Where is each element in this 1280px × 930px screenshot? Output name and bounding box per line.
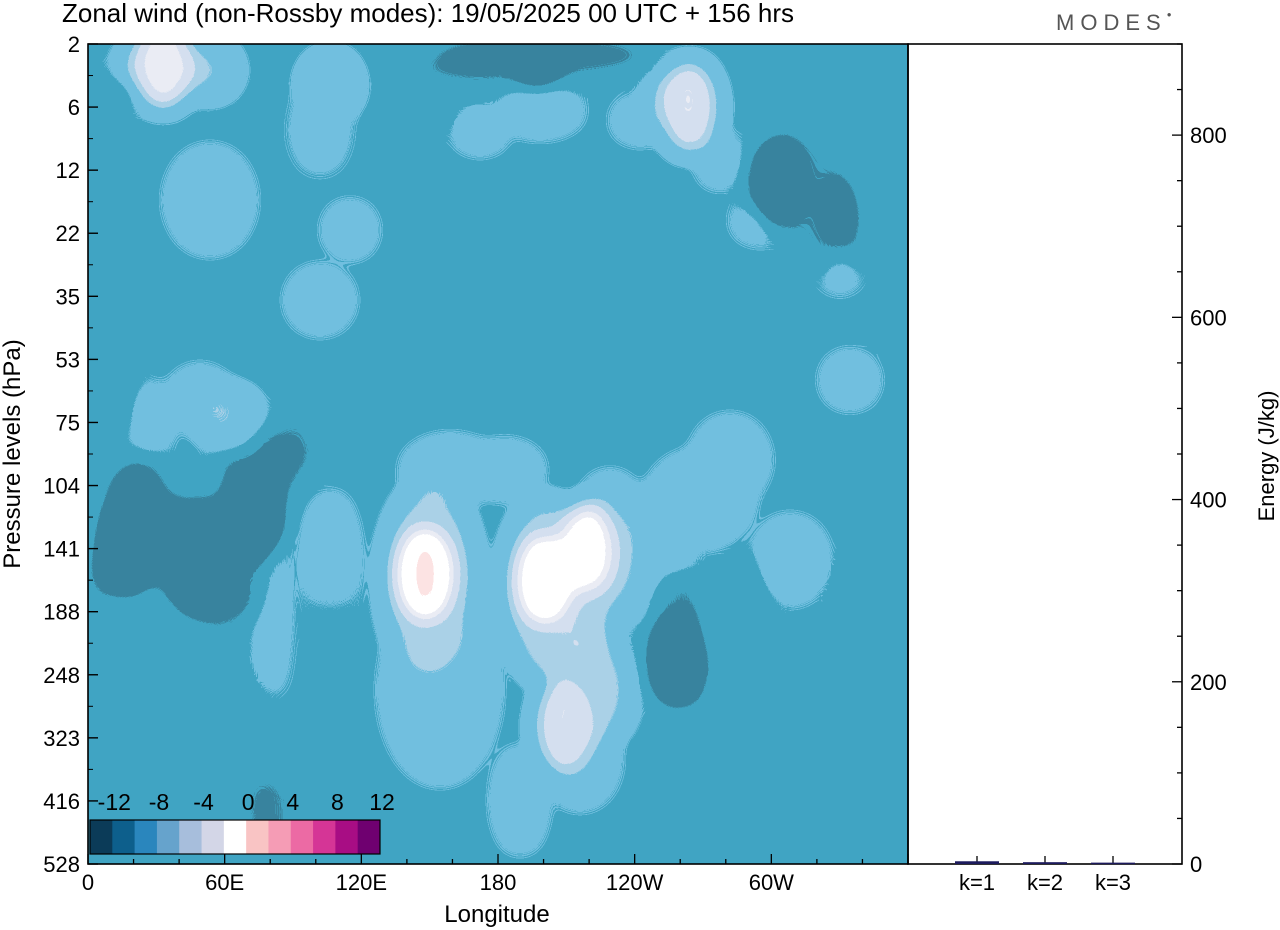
x-axis-label: Longitude — [444, 901, 549, 928]
heatmap-feature — [517, 536, 570, 625]
y-tick-label: 75 — [56, 410, 80, 435]
colorbar-swatch — [290, 820, 314, 854]
colorbar-label: 8 — [331, 789, 344, 815]
energy-axis-label: Energy (J/kg) — [1254, 391, 1279, 522]
colorbar-swatch — [156, 820, 180, 854]
energy-category-label: k=2 — [1027, 870, 1063, 895]
page-title: Zonal wind (non-Rossby modes): 19/05/202… — [62, 0, 794, 28]
energy-chart: 0 200 400 600 800 k=1 k=2 k=3 — [955, 43, 1227, 895]
colorbar-swatch — [246, 820, 269, 854]
heatmap-feature — [649, 618, 702, 707]
colorbar-label: -4 — [193, 789, 214, 815]
energy-tick-label: 800 — [1190, 123, 1227, 148]
heatmap-feature — [228, 473, 281, 562]
y-tick-label: 141 — [43, 537, 80, 562]
colorbar-legend: -12 -8 -4 0 4 8 12 — [89, 789, 395, 855]
heatmap-feature — [178, 517, 231, 606]
heatmap-feature — [100, 504, 153, 593]
colorbar-swatch — [112, 820, 136, 854]
heatmap-feature — [749, 138, 802, 227]
energy-category-label: k=1 — [959, 870, 995, 895]
energy-bar — [955, 861, 999, 864]
y-tick-label: 22 — [56, 221, 80, 246]
y-tick-label: 12 — [56, 158, 80, 183]
x-tick-label: 180 — [480, 870, 517, 895]
y-axis: 2 6 12 22 35 53 75 104 141 188 248 323 416 528 — [43, 32, 98, 877]
colorbar-label: -8 — [149, 789, 169, 815]
x-tick-label: 60E — [205, 870, 244, 895]
y-tick-label: 188 — [43, 600, 80, 625]
y-tick-label: 528 — [43, 852, 80, 877]
colorbar-label: -12 — [98, 789, 131, 815]
y-tick-label: 35 — [56, 284, 80, 309]
x-tick-label: 120W — [606, 870, 664, 895]
colorbar-swatch — [313, 820, 336, 854]
heatmap-feature — [137, 44, 190, 107]
energy-tick-label: 400 — [1190, 488, 1227, 513]
y-tick-label: 248 — [43, 663, 80, 688]
y-tick-label: 6 — [68, 95, 80, 120]
energy-tick-label: 600 — [1190, 305, 1227, 330]
colorbar-swatch — [134, 820, 158, 854]
energy-tick-label: 200 — [1190, 670, 1227, 695]
colorbar-swatch — [268, 820, 292, 854]
x-tick-label: 60W — [749, 870, 794, 895]
y-tick-label: 104 — [43, 474, 80, 499]
heatmap-feature — [663, 63, 716, 152]
colorbar-label: 0 — [242, 789, 255, 815]
colorbar-swatch — [201, 820, 225, 854]
energy-bar — [1091, 862, 1135, 865]
x-tick-label: 120E — [336, 870, 387, 895]
colorbar-swatch — [90, 820, 113, 854]
y-tick-label: 2 — [68, 32, 80, 57]
colorbar-swatch — [335, 820, 359, 854]
colorbar-label: 12 — [369, 789, 395, 815]
x-axis: 0 60E 120E 180 120W 60W — [82, 854, 909, 895]
y-tick-label: 416 — [43, 789, 80, 814]
heatmap-field — [88, 44, 908, 864]
energy-bar — [1023, 862, 1067, 864]
heatmap-feature — [399, 529, 452, 618]
heatmap-feature — [510, 44, 563, 88]
colorbar-swatch — [223, 820, 247, 854]
heatmap-feature — [560, 504, 613, 593]
heatmap-feature — [538, 681, 591, 770]
colorbar-label: 4 — [286, 789, 299, 815]
energy-tick-label: 0 — [1190, 852, 1202, 877]
y-tick-label: 53 — [56, 347, 80, 372]
energy-frame — [907, 43, 1183, 865]
colorbar-swatch — [179, 820, 202, 854]
colorbar-swatch — [357, 820, 381, 854]
brand-logo: MODES● — [1056, 10, 1172, 35]
y-tick-label: 323 — [43, 726, 80, 751]
y-axis-label: Pressure levels (hPa) — [0, 339, 26, 568]
x-tick-label: 0 — [82, 870, 94, 895]
energy-category-label: k=3 — [1095, 870, 1131, 895]
